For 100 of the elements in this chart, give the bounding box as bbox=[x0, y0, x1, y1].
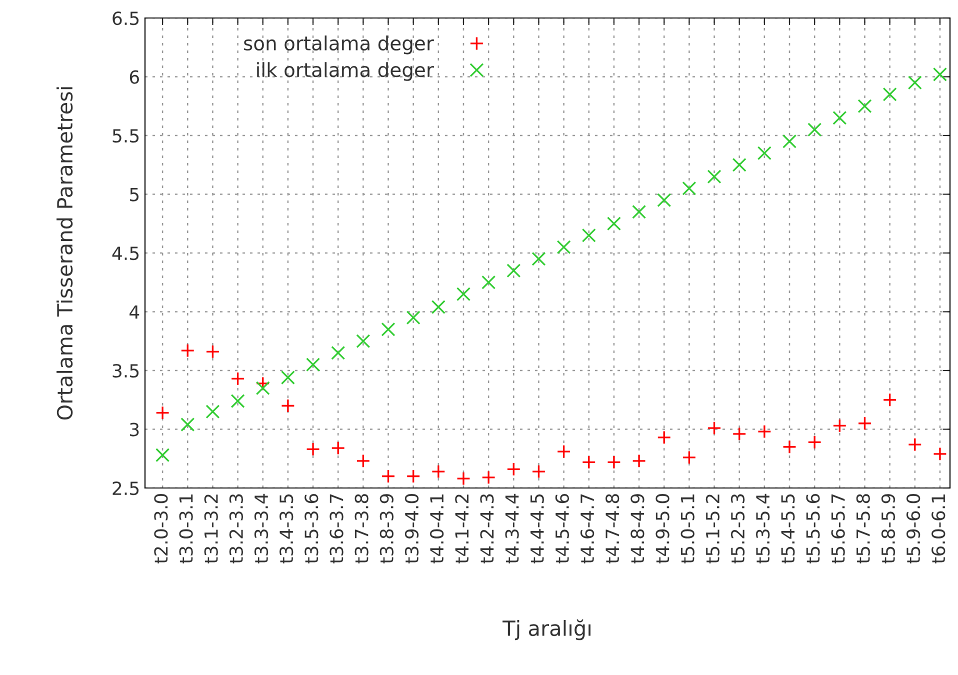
point bbox=[431, 300, 446, 314]
point bbox=[356, 454, 370, 468]
point bbox=[682, 181, 696, 196]
y-tick-label: 6 bbox=[130, 70, 139, 84]
point bbox=[582, 455, 596, 470]
y-tick-label: 5.5 bbox=[112, 129, 139, 143]
point bbox=[808, 435, 822, 450]
point bbox=[156, 448, 170, 462]
point bbox=[506, 264, 521, 278]
x-tick-label: t4.8-4.9 bbox=[630, 494, 644, 564]
point bbox=[406, 310, 420, 325]
point bbox=[657, 430, 672, 445]
point bbox=[832, 110, 847, 125]
point bbox=[707, 421, 722, 436]
point bbox=[456, 287, 471, 302]
y-tick-label: 3.5 bbox=[112, 364, 139, 378]
point bbox=[256, 381, 270, 396]
x-tick-label: t4.6-4.7 bbox=[580, 494, 594, 564]
x-tick-label: t4.7-4.8 bbox=[606, 494, 620, 564]
point bbox=[482, 275, 496, 290]
y-tick-label: 4 bbox=[130, 305, 140, 319]
point bbox=[180, 343, 195, 358]
point bbox=[657, 193, 672, 208]
point bbox=[882, 392, 897, 407]
point bbox=[782, 440, 797, 454]
y-tick-label: 6.5 bbox=[112, 11, 139, 26]
x-tick-label: t4.2-4.3 bbox=[480, 494, 494, 564]
point bbox=[782, 134, 797, 148]
point bbox=[406, 469, 420, 484]
point bbox=[932, 67, 948, 82]
y-tick-label: 3 bbox=[130, 422, 139, 436]
point bbox=[757, 146, 772, 160]
point bbox=[556, 240, 571, 254]
point bbox=[482, 470, 496, 484]
x-tick-label: t4.1-4.2 bbox=[455, 494, 468, 564]
point bbox=[456, 472, 471, 486]
x-tick-label: t5.7-5.8 bbox=[856, 494, 870, 564]
y-tick-label: 5 bbox=[130, 188, 139, 202]
x-tick-label: t3.5-3.6 bbox=[304, 494, 318, 564]
point bbox=[381, 322, 396, 336]
point bbox=[832, 418, 847, 433]
x-tick-label: t2.0-3.0 bbox=[154, 494, 168, 564]
x-tick-label: t5.9-6.0 bbox=[906, 494, 920, 564]
point bbox=[908, 76, 922, 90]
y-axis-title: Ortalama Tisserand Parametresi bbox=[56, 87, 73, 420]
point bbox=[932, 446, 948, 461]
x-tick-label: t5.6-5.7 bbox=[831, 494, 845, 564]
x-tick-label: t5.2-5.3 bbox=[730, 494, 745, 564]
x-tick-label: t4.3-4.4 bbox=[505, 494, 519, 564]
x-axis-title: Tj aralığı bbox=[502, 619, 590, 640]
point bbox=[356, 334, 370, 348]
point bbox=[206, 344, 220, 359]
point bbox=[431, 464, 446, 479]
x-tick-label: t3.9-4.0 bbox=[404, 494, 419, 564]
x-tick-label: t3.0-3.1 bbox=[179, 494, 193, 564]
point bbox=[306, 358, 320, 372]
point bbox=[908, 437, 922, 452]
x-tick-label: t3.4-3.5 bbox=[280, 494, 294, 564]
x-tick-label: t3.2-3.3 bbox=[229, 494, 244, 564]
x-tick-label: t5.8-5.9 bbox=[881, 494, 896, 564]
point bbox=[757, 424, 772, 439]
point bbox=[606, 216, 622, 231]
x-tick-label: t3.3-3.4 bbox=[254, 494, 268, 564]
x-tick-label: t3.6-3.7 bbox=[330, 494, 344, 564]
point bbox=[230, 394, 245, 408]
x-tick-label: t4.9-5.0 bbox=[656, 494, 670, 564]
x-tick-label: t4.0-4.1 bbox=[430, 494, 444, 564]
point bbox=[682, 450, 696, 464]
point bbox=[732, 426, 746, 441]
x-tick-label: t5.3-5.4 bbox=[756, 494, 770, 564]
point bbox=[858, 99, 872, 114]
x-tick-label: t4.5-4.6 bbox=[555, 494, 570, 564]
point bbox=[206, 404, 220, 419]
point bbox=[156, 406, 170, 420]
x-tick-label: t3.1-3.2 bbox=[204, 494, 218, 564]
x-tick-label: t5.0-5.1 bbox=[680, 494, 694, 564]
x-tick-label: t4.4-4.5 bbox=[530, 494, 544, 564]
point bbox=[331, 441, 346, 456]
point bbox=[280, 370, 295, 385]
point bbox=[556, 444, 571, 459]
point bbox=[280, 398, 295, 413]
x-tick-label: t6.0-6.1 bbox=[932, 494, 946, 564]
point bbox=[808, 122, 822, 137]
point bbox=[230, 372, 245, 386]
x-tick-label: t3.8-3.9 bbox=[380, 494, 394, 564]
x-tick-label: t3.7-3.8 bbox=[354, 494, 368, 564]
point bbox=[732, 158, 746, 172]
point bbox=[532, 464, 546, 479]
point bbox=[381, 469, 396, 484]
y-tick-label: 4.5 bbox=[112, 246, 139, 260]
point bbox=[882, 87, 897, 102]
point bbox=[632, 454, 646, 468]
point bbox=[306, 442, 320, 456]
point bbox=[331, 346, 346, 360]
legend-label: son ortalama deger bbox=[244, 36, 434, 54]
point bbox=[180, 418, 195, 432]
x-tick-label: t5.1-5.2 bbox=[706, 494, 720, 564]
x-tick-label: t5.5-5.6 bbox=[806, 494, 820, 564]
point bbox=[632, 204, 646, 219]
point bbox=[532, 252, 546, 266]
